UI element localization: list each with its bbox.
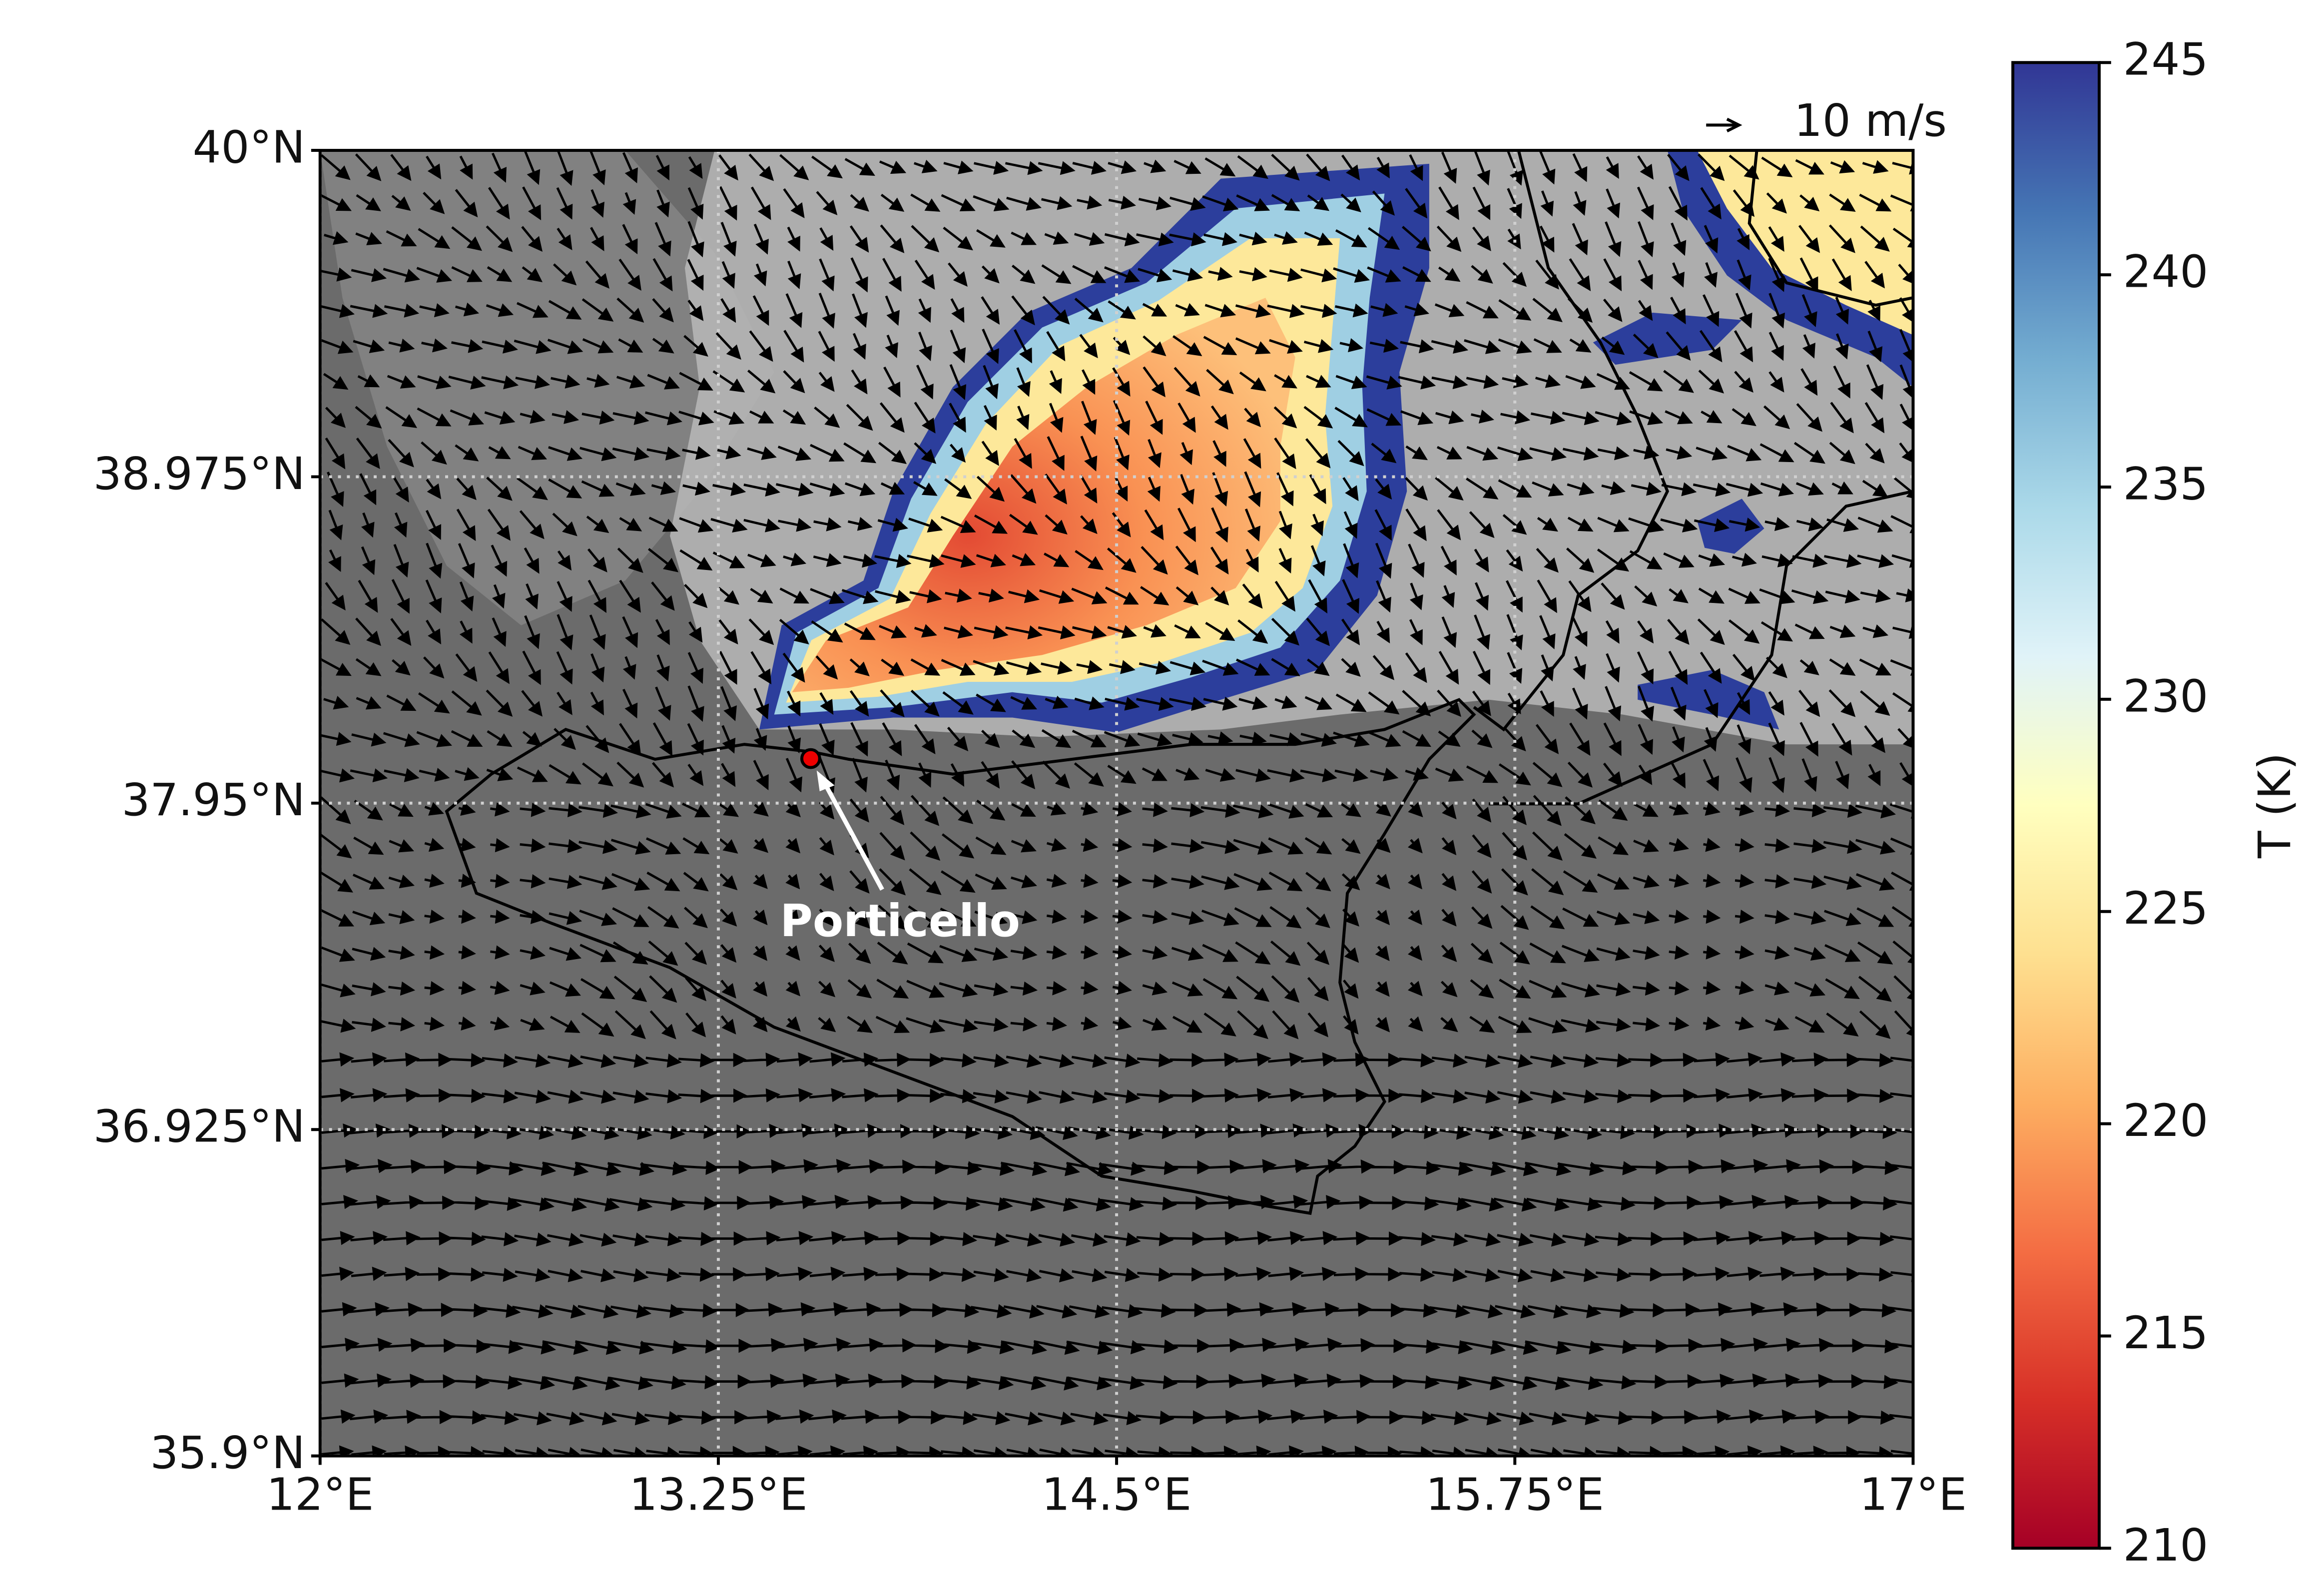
quiver-key-label: 10 m/s [1794, 95, 1947, 147]
colorbar-tick-label: 235 [2123, 458, 2209, 510]
wind-arrows [320, 150, 1913, 1456]
colorbar-tick-label: 225 [2123, 883, 2209, 935]
y-tick-label: 38.975°N [93, 448, 305, 500]
x-tick-label: 14.5°E [1042, 1469, 1191, 1521]
location-point [800, 748, 821, 769]
cloud-top-cold [1593, 312, 1742, 365]
map-area [320, 150, 1913, 1456]
coastline [1747, 150, 1913, 307]
colorbar [2011, 61, 2101, 1550]
coastline [1489, 490, 1913, 806]
colorbar-tick-label: 210 [2123, 1520, 2209, 1572]
quiver-key-arrow [1706, 117, 1743, 132]
annotation-arrowhead [816, 770, 835, 792]
x-tick-label: 12°E [266, 1469, 374, 1521]
colorbar-tick-label: 215 [2123, 1307, 2209, 1359]
y-tick-label: 35.9°N [150, 1427, 305, 1479]
wind-vectors [320, 150, 1913, 1456]
cloud-top-cold [1697, 499, 1764, 554]
annotation: Porticello [780, 748, 1020, 947]
annotation-arrow [820, 778, 884, 891]
grid [320, 150, 1913, 1456]
colorbar-tick-label: 240 [2123, 246, 2209, 298]
colorbar-tick-label: 245 [2123, 34, 2209, 86]
x-tick-label: 13.25°E [629, 1469, 807, 1521]
colorbar-tick-label: 220 [2123, 1095, 2209, 1147]
colorbar-axis: 210 215 220 225 230 235 240 245 [2099, 34, 2208, 1572]
coastline [445, 698, 1476, 1215]
x-tick-label: 17°E [1859, 1469, 1967, 1521]
x-tick-label: 15.75°E [1426, 1469, 1604, 1521]
annotation-label: Porticello [780, 895, 1020, 947]
colorbar-label: T (K) [2249, 753, 2301, 859]
y-tick-label: 37.95°N [121, 774, 305, 826]
axes: 12°E 13.25°E 14.5°E 15.75°E 17°E 35.9°N 36.925… [93, 121, 1967, 1521]
y-tick-label: 40°N [193, 121, 305, 173]
y-tick-label: 36.925°N [93, 1101, 305, 1153]
quiver-key: 10 m/s [1706, 95, 1947, 147]
colorbar-tick-label: 230 [2123, 670, 2209, 722]
